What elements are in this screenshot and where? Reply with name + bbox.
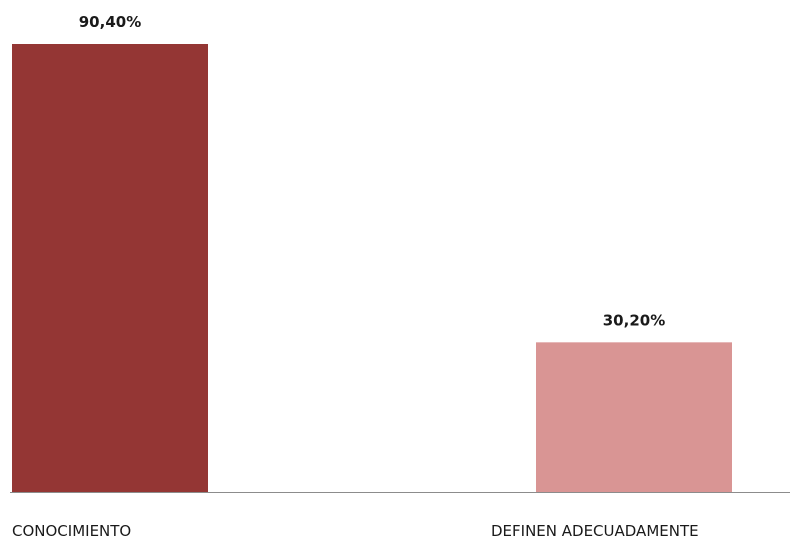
category-labels-group: CONOCIMIENTO DEFINEN ADECUADAMENTE: [12, 522, 699, 540]
category-label-2: DEFINEN ADECUADAMENTE: [491, 522, 699, 540]
bar-1: [12, 44, 208, 492]
data-label-2: 30,20%: [603, 311, 665, 329]
bars-group: [12, 44, 732, 492]
data-labels-group: 90,40% 30,20%: [79, 13, 665, 329]
category-label-1: CONOCIMIENTO: [12, 522, 131, 540]
data-label-1: 90,40%: [79, 13, 141, 31]
bar-2: [536, 342, 732, 492]
